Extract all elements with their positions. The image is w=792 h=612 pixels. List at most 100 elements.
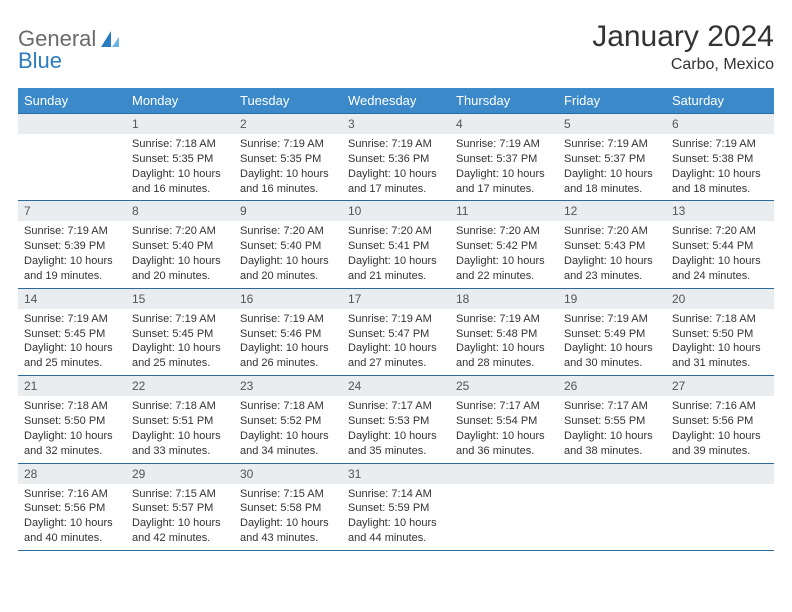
day-detail: Sunrise: 7:18 AMSunset: 5:50 PMDaylight:…: [18, 396, 126, 462]
day-detail: Sunrise: 7:18 AMSunset: 5:51 PMDaylight:…: [126, 396, 234, 462]
day-detail: Sunrise: 7:20 AMSunset: 5:40 PMDaylight:…: [126, 221, 234, 287]
calendar-cell: 25Sunrise: 7:17 AMSunset: 5:54 PMDayligh…: [450, 376, 558, 463]
daylight-text-2: and 25 minutes.: [132, 356, 228, 371]
sunrise-text: Sunrise: 7:19 AM: [348, 312, 444, 327]
day-detail: Sunrise: 7:16 AMSunset: 5:56 PMDaylight:…: [18, 484, 126, 550]
sunrise-text: Sunrise: 7:19 AM: [456, 137, 552, 152]
day-detail: Sunrise: 7:20 AMSunset: 5:44 PMDaylight:…: [666, 221, 774, 287]
calendar-body: 1Sunrise: 7:18 AMSunset: 5:35 PMDaylight…: [18, 114, 774, 551]
day-detail: Sunrise: 7:15 AMSunset: 5:57 PMDaylight:…: [126, 484, 234, 550]
daylight-text-1: Daylight: 10 hours: [24, 341, 120, 356]
daylight-text-2: and 17 minutes.: [456, 182, 552, 197]
sunrise-text: Sunrise: 7:19 AM: [24, 312, 120, 327]
weekday-header: Tuesday: [234, 88, 342, 114]
daylight-text-2: and 24 minutes.: [672, 269, 768, 284]
daylight-text-2: and 32 minutes.: [24, 444, 120, 459]
calendar-cell: [18, 114, 126, 201]
sunrise-text: Sunrise: 7:20 AM: [456, 224, 552, 239]
day-number: 30: [234, 464, 342, 484]
daylight-text-1: Daylight: 10 hours: [348, 254, 444, 269]
sunrise-text: Sunrise: 7:19 AM: [240, 137, 336, 152]
daylight-text-2: and 18 minutes.: [564, 182, 660, 197]
calendar-cell: 31Sunrise: 7:14 AMSunset: 5:59 PMDayligh…: [342, 463, 450, 550]
calendar-cell: [450, 463, 558, 550]
daylight-text-2: and 35 minutes.: [348, 444, 444, 459]
daylight-text-2: and 16 minutes.: [240, 182, 336, 197]
daylight-text-2: and 22 minutes.: [456, 269, 552, 284]
calendar-cell: 16Sunrise: 7:19 AMSunset: 5:46 PMDayligh…: [234, 288, 342, 375]
sunrise-text: Sunrise: 7:14 AM: [348, 487, 444, 502]
calendar-cell: 8Sunrise: 7:20 AMSunset: 5:40 PMDaylight…: [126, 201, 234, 288]
sunset-text: Sunset: 5:57 PM: [132, 501, 228, 516]
sunset-text: Sunset: 5:37 PM: [564, 152, 660, 167]
daylight-text-2: and 34 minutes.: [240, 444, 336, 459]
day-detail: Sunrise: 7:19 AMSunset: 5:35 PMDaylight:…: [234, 134, 342, 200]
sunrise-text: Sunrise: 7:20 AM: [132, 224, 228, 239]
weekday-header: Monday: [126, 88, 234, 114]
daylight-text-2: and 40 minutes.: [24, 531, 120, 546]
day-number: 21: [18, 376, 126, 396]
sunset-text: Sunset: 5:58 PM: [240, 501, 336, 516]
daylight-text-2: and 20 minutes.: [132, 269, 228, 284]
day-number-empty: [450, 464, 558, 484]
daylight-text-1: Daylight: 10 hours: [672, 341, 768, 356]
day-number: 8: [126, 201, 234, 221]
day-detail: Sunrise: 7:19 AMSunset: 5:36 PMDaylight:…: [342, 134, 450, 200]
sunset-text: Sunset: 5:47 PM: [348, 327, 444, 342]
day-detail: Sunrise: 7:20 AMSunset: 5:42 PMDaylight:…: [450, 221, 558, 287]
daylight-text-1: Daylight: 10 hours: [132, 341, 228, 356]
day-number: 17: [342, 289, 450, 309]
daylight-text-2: and 44 minutes.: [348, 531, 444, 546]
sunset-text: Sunset: 5:45 PM: [132, 327, 228, 342]
sunset-text: Sunset: 5:43 PM: [564, 239, 660, 254]
sunrise-text: Sunrise: 7:16 AM: [24, 487, 120, 502]
daylight-text-1: Daylight: 10 hours: [672, 167, 768, 182]
daylight-text-2: and 21 minutes.: [348, 269, 444, 284]
day-detail: Sunrise: 7:14 AMSunset: 5:59 PMDaylight:…: [342, 484, 450, 550]
day-number: 12: [558, 201, 666, 221]
day-number: 7: [18, 201, 126, 221]
day-number: 18: [450, 289, 558, 309]
daylight-text-1: Daylight: 10 hours: [564, 429, 660, 444]
daylight-text-2: and 38 minutes.: [564, 444, 660, 459]
daylight-text-2: and 18 minutes.: [672, 182, 768, 197]
sunrise-text: Sunrise: 7:18 AM: [240, 399, 336, 414]
daylight-text-1: Daylight: 10 hours: [672, 429, 768, 444]
daylight-text-2: and 19 minutes.: [24, 269, 120, 284]
sunset-text: Sunset: 5:50 PM: [672, 327, 768, 342]
daylight-text-2: and 16 minutes.: [132, 182, 228, 197]
day-detail: Sunrise: 7:18 AMSunset: 5:35 PMDaylight:…: [126, 134, 234, 200]
daylight-text-1: Daylight: 10 hours: [348, 516, 444, 531]
calendar-cell: 29Sunrise: 7:15 AMSunset: 5:57 PMDayligh…: [126, 463, 234, 550]
day-detail: Sunrise: 7:20 AMSunset: 5:43 PMDaylight:…: [558, 221, 666, 287]
sunrise-text: Sunrise: 7:20 AM: [672, 224, 768, 239]
daylight-text-1: Daylight: 10 hours: [240, 341, 336, 356]
day-detail: Sunrise: 7:20 AMSunset: 5:40 PMDaylight:…: [234, 221, 342, 287]
day-detail: Sunrise: 7:19 AMSunset: 5:45 PMDaylight:…: [18, 309, 126, 375]
day-number: 11: [450, 201, 558, 221]
daylight-text-1: Daylight: 10 hours: [240, 167, 336, 182]
header: General January 2024 Carbo, Mexico: [18, 20, 774, 74]
day-detail: Sunrise: 7:19 AMSunset: 5:38 PMDaylight:…: [666, 134, 774, 200]
day-number: 25: [450, 376, 558, 396]
sunrise-text: Sunrise: 7:18 AM: [132, 137, 228, 152]
logo-text-blue: Blue: [18, 48, 62, 74]
daylight-text-2: and 26 minutes.: [240, 356, 336, 371]
day-number-empty: [18, 114, 126, 134]
daylight-text-1: Daylight: 10 hours: [240, 516, 336, 531]
sunset-text: Sunset: 5:51 PM: [132, 414, 228, 429]
day-detail: Sunrise: 7:16 AMSunset: 5:56 PMDaylight:…: [666, 396, 774, 462]
sunset-text: Sunset: 5:42 PM: [456, 239, 552, 254]
daylight-text-1: Daylight: 10 hours: [348, 167, 444, 182]
day-detail: Sunrise: 7:15 AMSunset: 5:58 PMDaylight:…: [234, 484, 342, 550]
daylight-text-2: and 23 minutes.: [564, 269, 660, 284]
daylight-text-2: and 28 minutes.: [456, 356, 552, 371]
sunrise-text: Sunrise: 7:20 AM: [564, 224, 660, 239]
daylight-text-2: and 42 minutes.: [132, 531, 228, 546]
day-number: 15: [126, 289, 234, 309]
daylight-text-2: and 20 minutes.: [240, 269, 336, 284]
sunset-text: Sunset: 5:44 PM: [672, 239, 768, 254]
sunset-text: Sunset: 5:59 PM: [348, 501, 444, 516]
daylight-text-1: Daylight: 10 hours: [564, 254, 660, 269]
calendar-cell: 2Sunrise: 7:19 AMSunset: 5:35 PMDaylight…: [234, 114, 342, 201]
